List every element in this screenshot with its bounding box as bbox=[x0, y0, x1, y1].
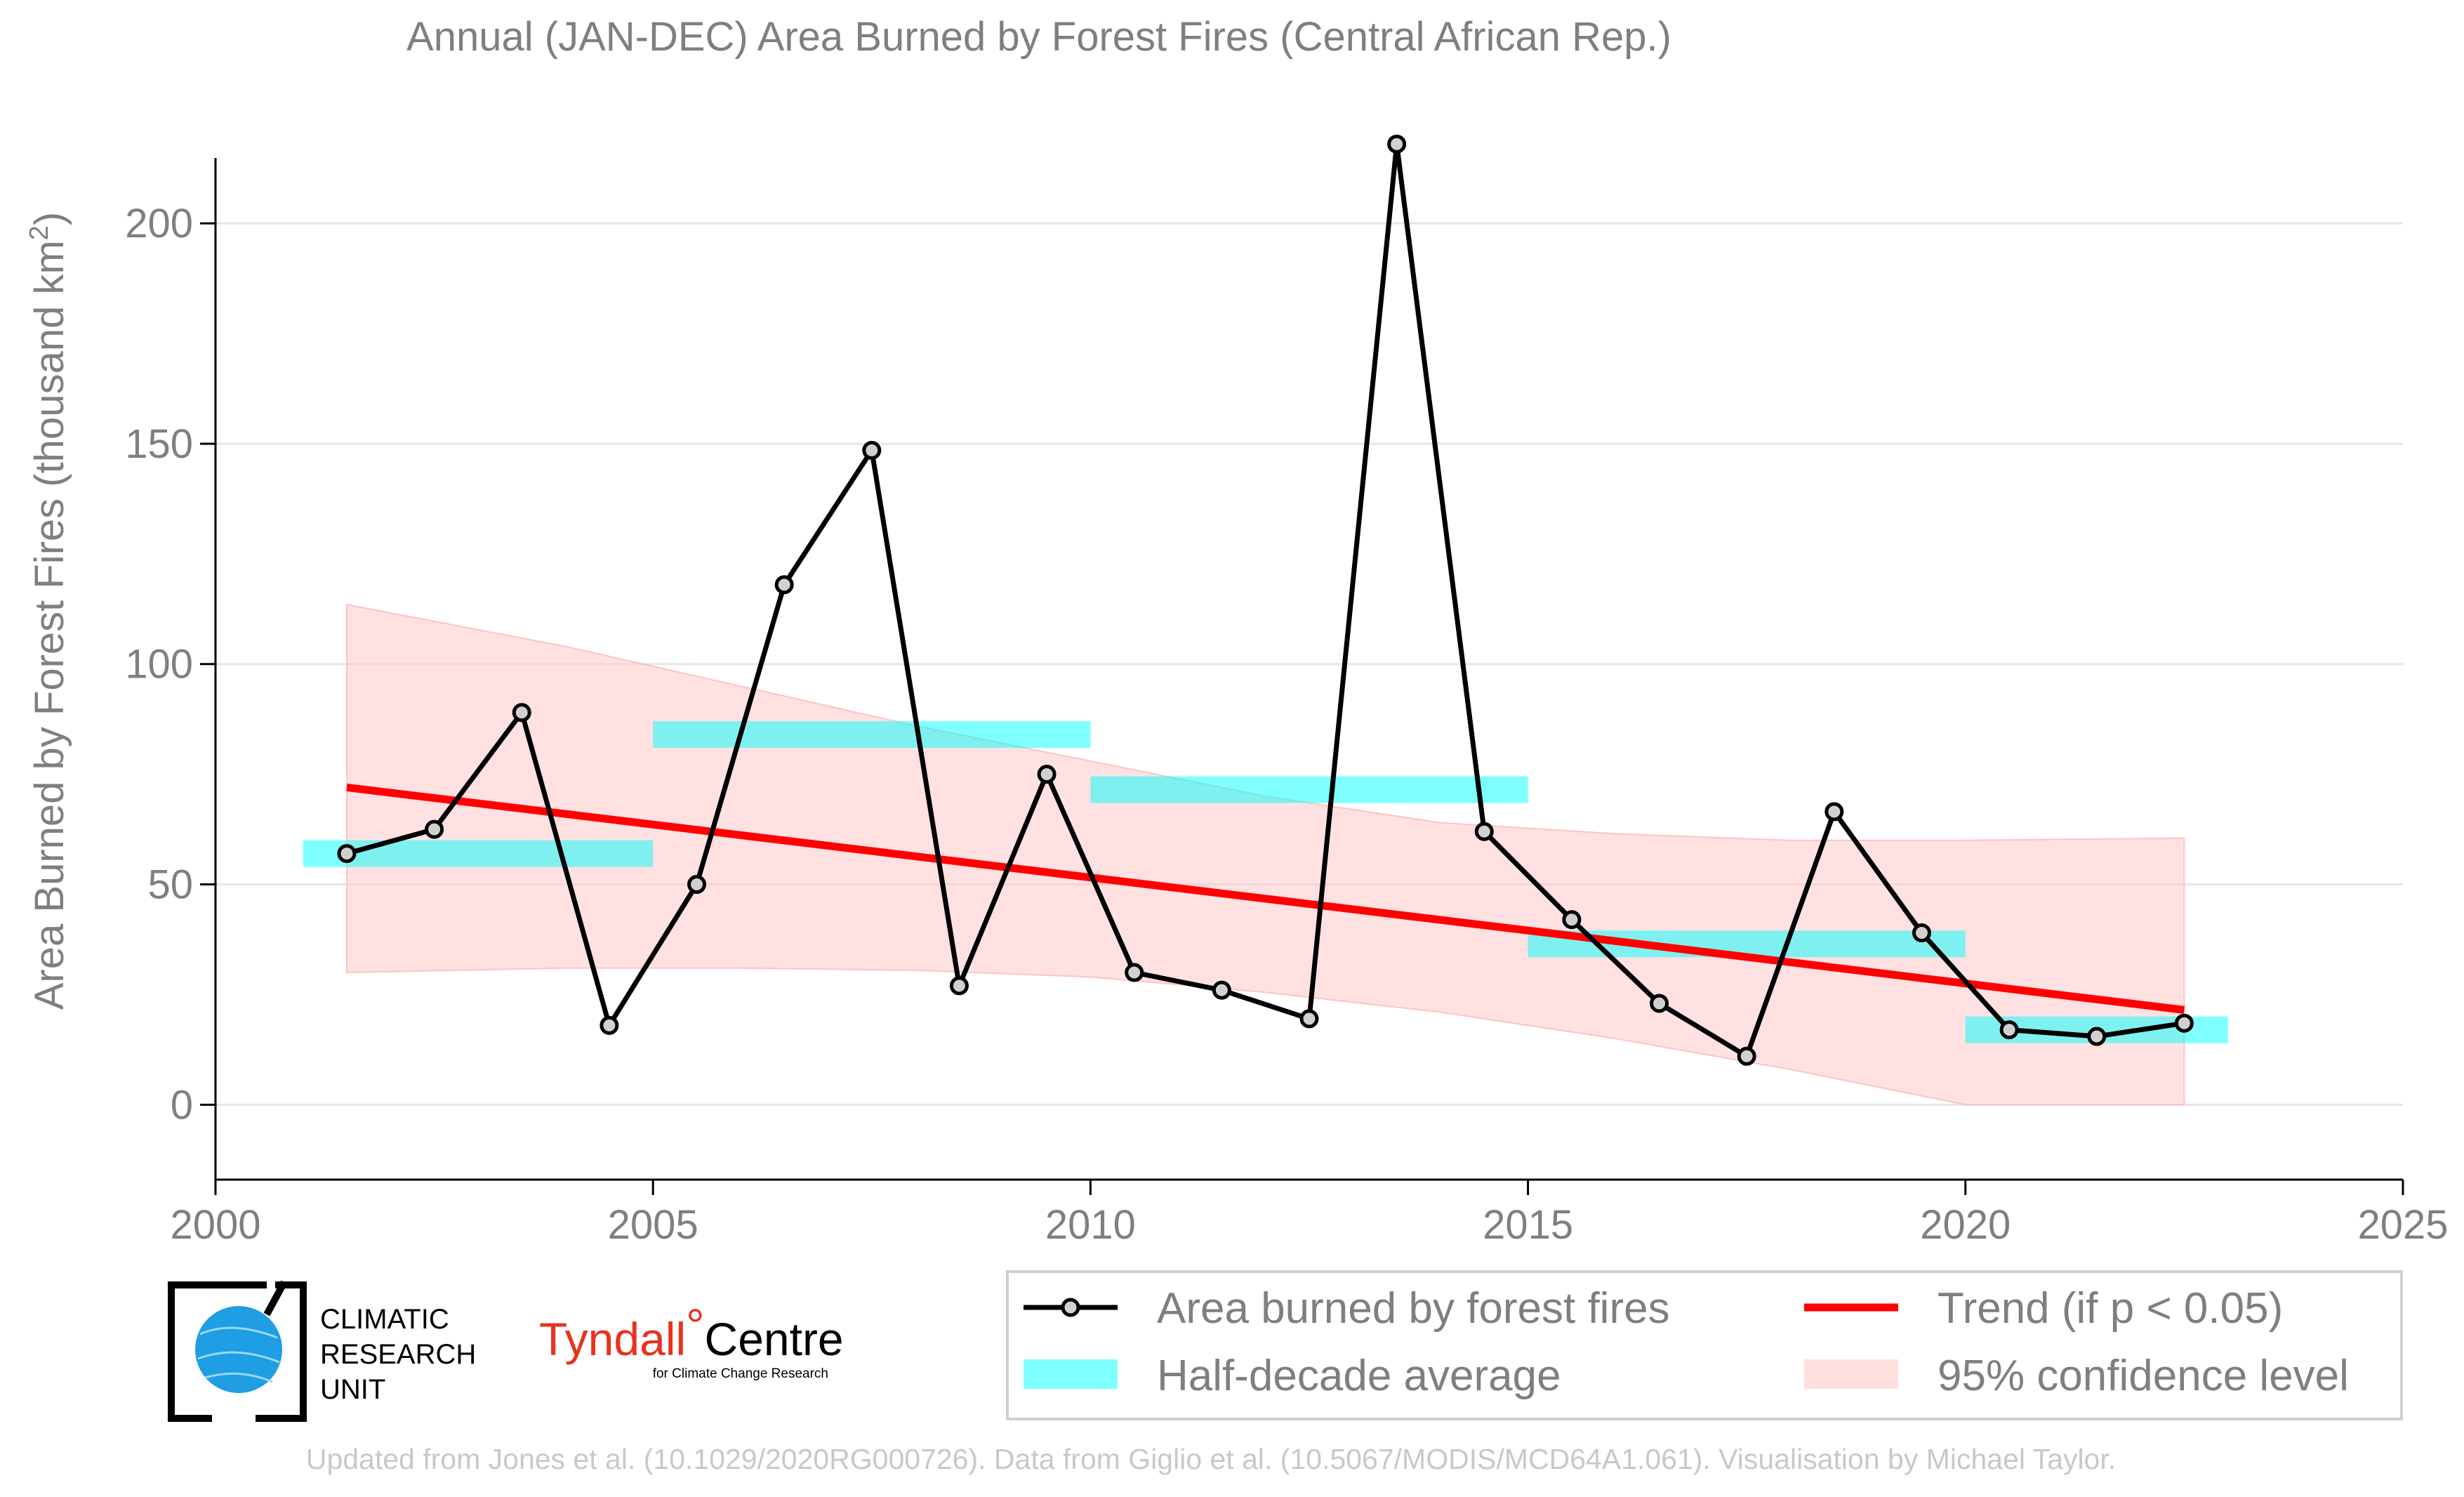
legend-label-area-burned: Area burned by forest fires bbox=[1157, 1284, 1670, 1333]
legend-label-half-decade: Half-decade average bbox=[1157, 1352, 1561, 1400]
cru-logo-line-2: RESEARCH bbox=[320, 1339, 476, 1370]
data-point-3 bbox=[600, 1015, 619, 1035]
legend-swatch-confidence bbox=[1804, 1359, 1898, 1389]
globe-icon-swirl-2 bbox=[197, 1351, 280, 1364]
svg-text:Area Burned by Forest Fires (t: Area Burned by Forest Fires (thousand km… bbox=[25, 212, 72, 1010]
globe-icon-swirl-3 bbox=[204, 1372, 273, 1383]
data-point-1 bbox=[425, 819, 444, 839]
tyndall-logo: Tyndall°Centre for Climate Change Resear… bbox=[539, 1299, 844, 1381]
data-point-11 bbox=[1299, 1009, 1319, 1029]
tyndall-logo-name: Tyndall bbox=[539, 1313, 686, 1365]
data-point-20 bbox=[2087, 1027, 2107, 1046]
data-point-15 bbox=[1650, 994, 1669, 1013]
cru-logo-line-1: CLIMATIC bbox=[320, 1304, 449, 1335]
data-point-8 bbox=[1037, 765, 1057, 784]
y-tick-label-200: 200 bbox=[125, 201, 193, 246]
cru-logo: CLIMATIC RESEARCH UNIT bbox=[168, 1280, 476, 1422]
legend-label-trend: Trend (if p < 0.05) bbox=[1938, 1284, 2283, 1333]
area-burned-series-layer bbox=[337, 134, 2194, 1066]
cru-logo-bracket-right bbox=[256, 1281, 307, 1422]
half-decade-bar-0 bbox=[303, 840, 654, 867]
data-point-6 bbox=[862, 440, 882, 460]
x-tick-label-2015: 2015 bbox=[1483, 1202, 1573, 1248]
globe-icon-swirl-1 bbox=[199, 1326, 278, 1339]
data-point-17 bbox=[1824, 802, 1844, 822]
cru-logo-bracket-left bbox=[168, 1281, 267, 1422]
tyndall-logo-subtitle: for Climate Change Research bbox=[653, 1366, 828, 1381]
data-point-19 bbox=[1999, 1020, 2019, 1040]
tyndall-logo-centre: Centre bbox=[705, 1313, 844, 1365]
y-tick-label-150: 150 bbox=[125, 421, 193, 467]
half-decade-average-layer bbox=[303, 721, 2228, 1043]
legend-swatch-half-decade bbox=[1024, 1359, 1118, 1389]
legend-label-confidence: 95% confidence level bbox=[1938, 1352, 2349, 1400]
data-point-16 bbox=[1737, 1046, 1756, 1066]
legend-swatch-area-burned-marker bbox=[1061, 1298, 1080, 1317]
x-tick-label-2000: 2000 bbox=[170, 1202, 260, 1248]
x-tick-label-2020: 2020 bbox=[1920, 1202, 2011, 1248]
data-point-14 bbox=[1562, 910, 1582, 930]
legend-frame bbox=[1006, 1270, 2403, 1420]
data-point-9 bbox=[1125, 963, 1144, 982]
legend: Area burned by forest fires Half-decade … bbox=[1006, 1270, 2403, 1420]
y-axis-label-close: ) bbox=[27, 212, 72, 225]
tick-labels: 0 50 100 150 200 2000 2005 2010 2015 2020 2025 bbox=[125, 201, 2448, 1248]
data-point-13 bbox=[1474, 822, 1494, 841]
data-point-12 bbox=[1387, 134, 1407, 154]
x-tick-label-2010: 2010 bbox=[1045, 1202, 1136, 1248]
y-tick-label-50: 50 bbox=[147, 862, 193, 908]
data-point-4 bbox=[687, 875, 707, 895]
trend-line bbox=[346, 784, 2185, 1014]
trend-line-layer bbox=[346, 784, 2185, 1014]
y-tick-label-100: 100 bbox=[125, 642, 193, 687]
chart-title: Annual (JAN-DEC) Area Burned by Forest F… bbox=[406, 14, 1671, 60]
half-decade-bar-1 bbox=[653, 721, 1091, 748]
data-point-21 bbox=[2174, 1013, 2194, 1033]
tyndall-logo-wordmark: Tyndall°Centre bbox=[539, 1299, 844, 1365]
data-point-10 bbox=[1212, 980, 1231, 1000]
x-tick-label-2025: 2025 bbox=[2357, 1202, 2448, 1248]
y-axis-label-superscript: 2 bbox=[25, 225, 54, 240]
data-point-5 bbox=[774, 575, 794, 595]
x-tick-label-2005: 2005 bbox=[608, 1202, 698, 1248]
y-axis-label-text: Area Burned by Forest Fires (thousand km bbox=[27, 240, 72, 1010]
globe-icon bbox=[195, 1306, 282, 1393]
half-decade-bar-3 bbox=[1528, 930, 1966, 958]
data-point-7 bbox=[949, 976, 969, 996]
data-source-credit: Updated from Jones et al. (10.1029/2020R… bbox=[306, 1443, 2116, 1475]
area-burned-line bbox=[346, 141, 2185, 1059]
cru-logo-line-3: UNIT bbox=[320, 1374, 385, 1405]
data-point-0 bbox=[337, 844, 357, 864]
y-axis-label: Area Burned by Forest Fires (thousand km… bbox=[25, 212, 72, 1010]
half-decade-bar-2 bbox=[1090, 776, 1528, 803]
data-point-2 bbox=[512, 703, 531, 723]
tyndall-logo-degree: ° bbox=[686, 1299, 704, 1351]
y-tick-label-0: 0 bbox=[171, 1082, 193, 1128]
axes bbox=[200, 158, 2404, 1195]
data-point-18 bbox=[1912, 923, 1931, 943]
cru-logo-slash bbox=[263, 1280, 288, 1317]
